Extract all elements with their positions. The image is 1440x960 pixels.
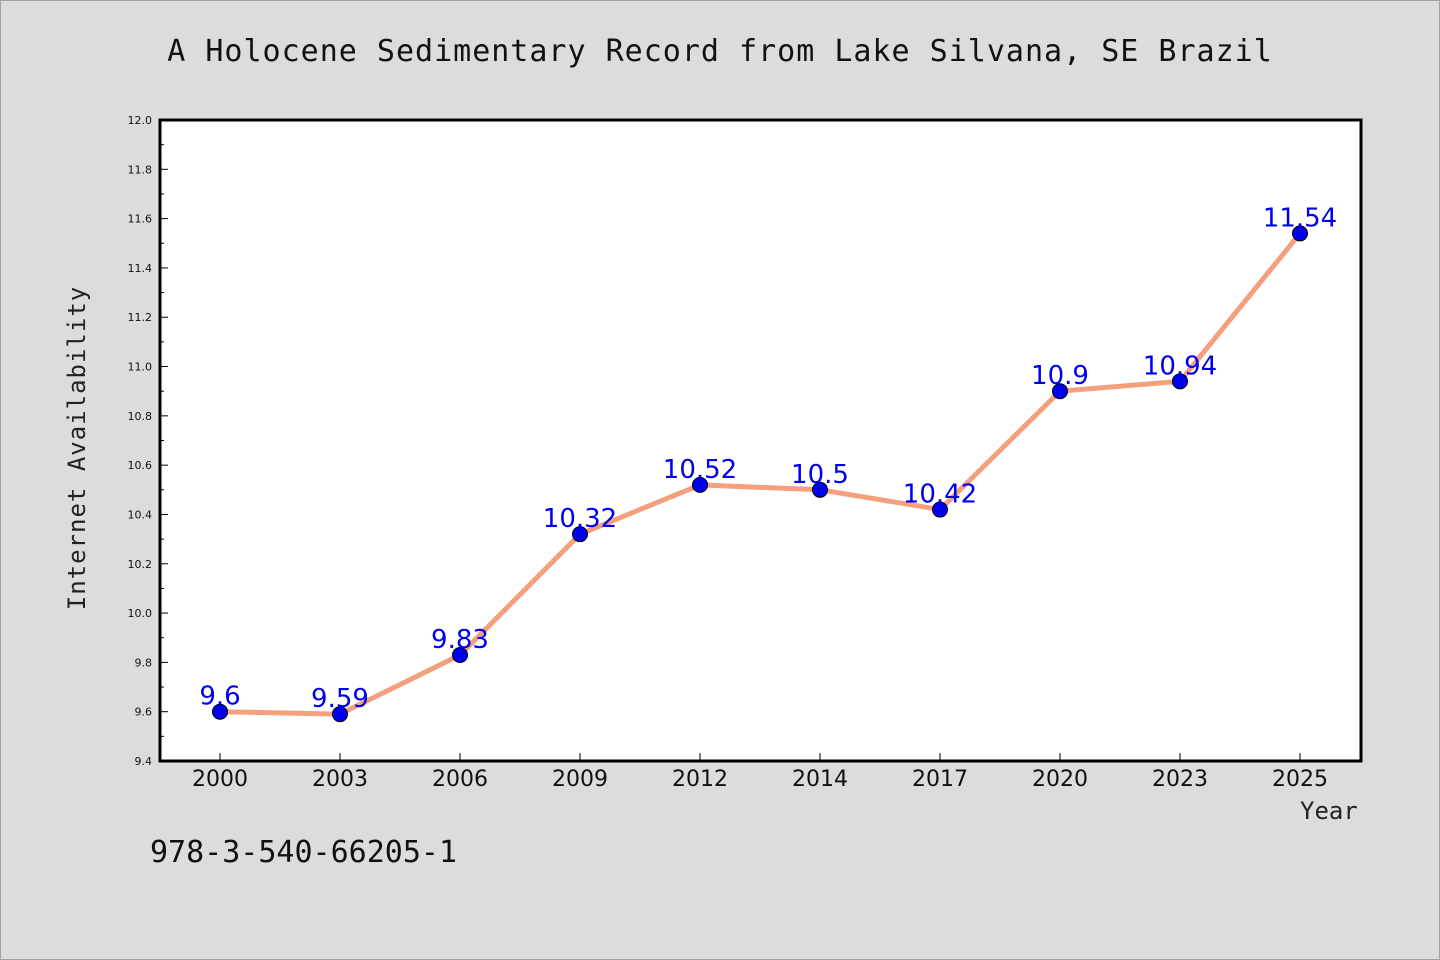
y-tick-label: 12.0 — [128, 114, 153, 127]
x-tick-label: 2003 — [312, 767, 368, 792]
y-tick-label: 10.0 — [128, 607, 153, 620]
y-tick-label: 11.4 — [128, 262, 153, 275]
plot-area — [158, 118, 1363, 763]
data-markers — [212, 225, 1308, 723]
data-label: 10.42 — [903, 480, 977, 510]
y-tick-label: 11.0 — [128, 361, 153, 374]
data-point — [692, 476, 708, 493]
data-label: 9.83 — [431, 625, 489, 655]
data-label: 11.54 — [1263, 203, 1337, 233]
series-line — [219, 231, 1302, 717]
y-tick-label: 9.8 — [135, 656, 153, 669]
data-label: 10.9 — [1031, 361, 1089, 391]
data-point — [812, 481, 828, 498]
y-axis-label: Internet Availability — [63, 285, 91, 611]
data-point — [1172, 373, 1188, 390]
data-point — [572, 526, 588, 543]
data-point — [1052, 383, 1068, 400]
y-tick-label: 10.2 — [128, 558, 153, 571]
x-tick-label: 2009 — [552, 767, 608, 792]
data-point — [332, 706, 348, 723]
y-tick-label: 10.6 — [128, 459, 153, 472]
x-tick-label: 2023 — [1152, 767, 1208, 792]
x-tick-label: 2006 — [432, 767, 488, 792]
x-tick-label: 2000 — [192, 767, 248, 792]
data-label: 10.94 — [1143, 351, 1217, 381]
x-tick-label: 2014 — [792, 767, 848, 792]
isbn-footer: 978-3-540-66205-1 — [150, 835, 458, 870]
y-tick-label: 9.4 — [135, 755, 153, 768]
y-tick-label: 11.2 — [128, 311, 153, 324]
data-labels: 9.6 9.59 9.83 10.32 10.52 10.5 10.42 10.9 10.94 1… — [199, 203, 1337, 714]
y-tick-label: 10.4 — [128, 508, 153, 521]
x-tick-label: 2025 — [1272, 767, 1328, 792]
data-point — [212, 703, 228, 720]
y-tick-label: 9.6 — [135, 706, 153, 719]
x-tick-label: 2012 — [672, 767, 728, 792]
data-label: 10.52 — [663, 455, 737, 485]
y-tick-label: 11.8 — [128, 163, 153, 176]
x-tick-label: 2020 — [1032, 767, 1088, 792]
y-tick-label: 10.8 — [128, 410, 153, 423]
data-point — [1292, 225, 1308, 242]
data-label: 9.6 — [199, 682, 240, 712]
data-label: 10.5 — [791, 460, 849, 490]
y-tick-label: 11.6 — [128, 213, 153, 226]
data-label: 10.32 — [543, 504, 617, 534]
data-point — [932, 501, 948, 518]
x-axis: 2000 2003 2006 2009 2012 2014 2017 2020 2023 2025 — [192, 753, 1328, 792]
data-label: 9.59 — [311, 684, 369, 714]
x-axis-label: Year — [1300, 797, 1358, 825]
data-point — [452, 646, 468, 663]
y-axis: 9.4 9.6 9.8 10.0 10.2 10.4 10.6 10.8 11.0 11.2 11.… — [128, 114, 168, 768]
chart-title: A Holocene Sedimentary Record from Lake … — [167, 34, 1273, 69]
x-tick-label: 2017 — [912, 767, 968, 792]
